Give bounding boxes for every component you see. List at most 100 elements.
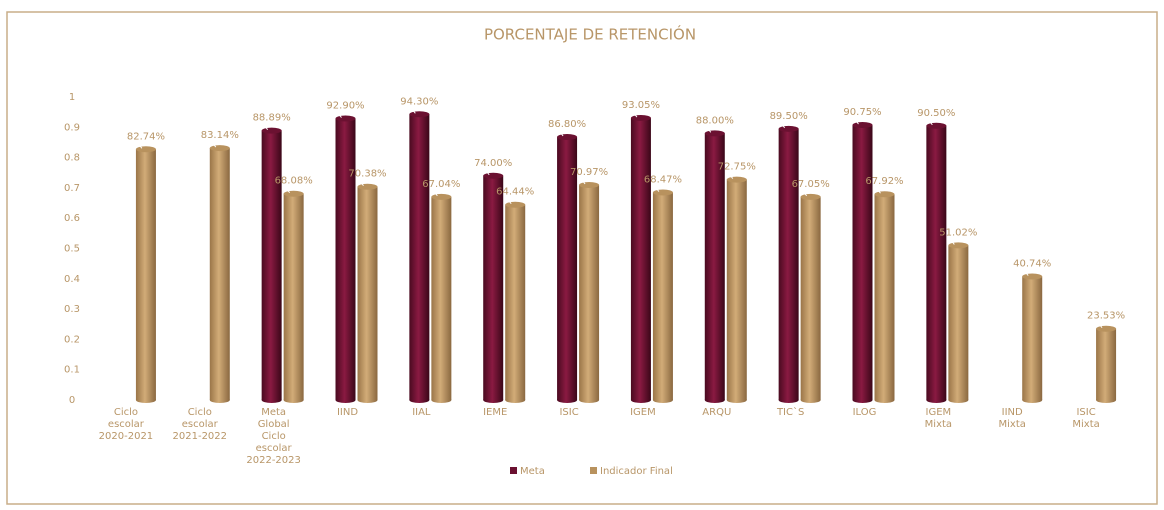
cylinder-top <box>483 172 504 179</box>
data-label: 93.05% <box>622 100 660 111</box>
data-label: 40.74% <box>1013 259 1051 270</box>
leader-line <box>802 190 808 197</box>
cylinder-top <box>926 122 947 129</box>
bar <box>704 133 725 401</box>
leader-line <box>632 111 638 118</box>
x-tick-label: IGEM Mixta <box>925 407 952 430</box>
data-label: 68.47% <box>644 175 682 186</box>
leader-line <box>484 169 490 176</box>
cylinder-top <box>652 189 673 196</box>
legend-swatch <box>510 467 517 474</box>
leader-line <box>654 186 660 192</box>
leader-line <box>337 112 342 118</box>
x-tick-label: Ciclo escolar 2021-2022 <box>173 407 228 442</box>
data-label: 82.74% <box>127 131 165 142</box>
bar <box>1096 328 1117 400</box>
bar <box>579 184 600 400</box>
data-label: 51.02% <box>939 227 977 238</box>
leader-line <box>1097 322 1103 329</box>
bar <box>778 128 799 400</box>
leader-line <box>728 173 734 179</box>
x-tick-label: ISIC Mixta <box>1072 407 1099 430</box>
cylinder-top <box>409 111 430 118</box>
y-tick-label: 0 <box>69 395 75 406</box>
data-label: 94.30% <box>400 96 438 107</box>
y-tick-label: 0.9 <box>64 122 80 133</box>
x-tick-label: TIC`S <box>776 406 804 418</box>
chart-title: PORCENTAJE DE RETENCIÓN <box>484 25 696 44</box>
cylinder-top <box>579 181 600 188</box>
leader-line <box>706 127 712 133</box>
bar <box>926 125 947 400</box>
bar <box>335 118 356 400</box>
bar <box>431 196 452 400</box>
bar <box>357 186 378 400</box>
y-tick-label: 0.6 <box>64 213 80 224</box>
x-tick-label: Ciclo escolar 2020-2021 <box>99 407 154 442</box>
bar <box>483 175 504 400</box>
data-label: 90.50% <box>917 108 955 119</box>
leader-line <box>1023 270 1029 276</box>
cylinder-top <box>357 183 378 190</box>
x-tick-label: ISIC <box>559 407 578 418</box>
leader-line <box>137 142 143 149</box>
y-tick-label: 0.1 <box>64 365 80 376</box>
x-tick-label: ILOG <box>853 407 877 418</box>
x-tick-label: IIAL <box>412 407 431 418</box>
bar <box>135 149 156 400</box>
data-label: 90.75% <box>843 107 881 118</box>
data-label: 23.53% <box>1087 311 1125 322</box>
cylinder-top <box>726 176 747 183</box>
cylinder-top <box>135 146 156 153</box>
bar <box>652 192 673 400</box>
cylinder-top <box>874 191 895 198</box>
bar <box>948 245 969 400</box>
leader-line <box>211 141 217 148</box>
cylinder-top <box>1096 325 1117 332</box>
cylinder-top <box>852 122 873 129</box>
y-tick-label: 1 <box>69 92 75 103</box>
bar <box>557 136 578 400</box>
cylinder-top <box>800 193 821 200</box>
bar <box>261 130 282 400</box>
cylinder-top <box>557 133 578 140</box>
leader-line <box>580 178 586 185</box>
leader-line <box>506 198 512 205</box>
data-label: 86.80% <box>548 119 586 130</box>
leader-line <box>854 118 859 125</box>
bar <box>874 194 895 400</box>
leader-line <box>432 190 438 197</box>
cylinder-top <box>505 201 526 208</box>
cylinder-top <box>283 190 304 197</box>
data-label: 70.97% <box>570 167 608 178</box>
data-label: 92.90% <box>326 101 364 112</box>
cylinder-top <box>630 115 651 122</box>
leader-line <box>263 124 269 130</box>
data-label: 67.92% <box>865 176 903 187</box>
data-label: 72.75% <box>718 162 756 173</box>
y-tick-label: 0.7 <box>64 183 80 194</box>
bar <box>630 118 651 400</box>
cylinder-top <box>261 127 282 134</box>
bar <box>209 148 230 400</box>
bar <box>283 193 304 400</box>
data-label: 68.08% <box>275 176 313 187</box>
leader-line <box>359 180 364 187</box>
leader-line <box>558 130 564 137</box>
x-tick-label: IGEM <box>630 407 656 418</box>
data-label: 74.00% <box>474 158 512 169</box>
x-tick-label: ARQU <box>702 407 731 418</box>
leader-line <box>927 119 933 126</box>
bar <box>852 125 873 400</box>
bar <box>726 179 747 400</box>
data-label: 64.44% <box>496 187 534 198</box>
x-tick-label: IIND <box>337 407 358 418</box>
legend-label: Meta <box>520 466 545 477</box>
legend-swatch <box>590 467 597 474</box>
leader-line <box>285 187 291 194</box>
data-label: 67.04% <box>422 179 460 190</box>
cylinder-top <box>778 125 799 132</box>
leader-line <box>410 107 416 114</box>
cylinder-top <box>948 242 969 249</box>
